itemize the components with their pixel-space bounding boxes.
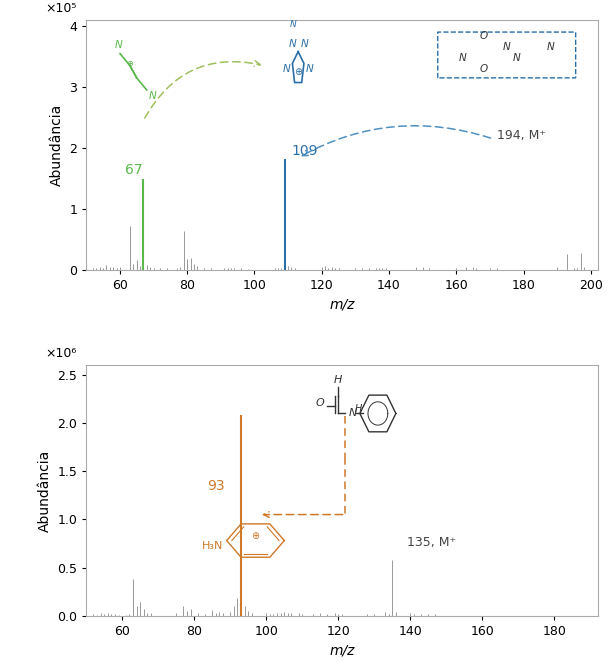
Text: ⊕: ⊕ bbox=[294, 67, 302, 77]
Text: H: H bbox=[354, 404, 362, 414]
Text: 109: 109 bbox=[291, 144, 318, 158]
Y-axis label: Abundância: Abundância bbox=[38, 449, 52, 532]
Text: ×10⁶: ×10⁶ bbox=[46, 348, 76, 360]
Text: N: N bbox=[546, 42, 554, 52]
Text: 194, M⁺: 194, M⁺ bbox=[496, 129, 546, 142]
Text: 135, M⁺: 135, M⁺ bbox=[407, 536, 456, 549]
Text: N: N bbox=[503, 42, 511, 52]
Text: ×10⁵: ×10⁵ bbox=[46, 2, 77, 15]
Text: 93: 93 bbox=[207, 479, 225, 493]
X-axis label: m/z: m/z bbox=[329, 643, 355, 657]
Text: N: N bbox=[459, 54, 467, 64]
Text: H₃N: H₃N bbox=[201, 542, 223, 551]
Text: N: N bbox=[301, 39, 309, 50]
Text: O: O bbox=[479, 31, 487, 42]
Text: O: O bbox=[316, 398, 325, 408]
X-axis label: m/z: m/z bbox=[329, 298, 355, 312]
Text: N: N bbox=[148, 91, 156, 101]
Y-axis label: Abundância: Abundância bbox=[50, 104, 63, 186]
Text: N: N bbox=[306, 64, 314, 73]
Text: 67: 67 bbox=[124, 163, 142, 177]
Text: O: O bbox=[479, 64, 487, 74]
Text: N: N bbox=[349, 408, 357, 418]
Text: ⊕: ⊕ bbox=[127, 60, 134, 68]
Text: H: H bbox=[334, 375, 342, 385]
Text: N: N bbox=[289, 39, 296, 50]
Text: N: N bbox=[115, 40, 122, 50]
Text: ⊕: ⊕ bbox=[251, 531, 259, 541]
Text: N: N bbox=[290, 20, 296, 29]
Text: N: N bbox=[513, 54, 521, 64]
Text: N: N bbox=[283, 64, 291, 73]
